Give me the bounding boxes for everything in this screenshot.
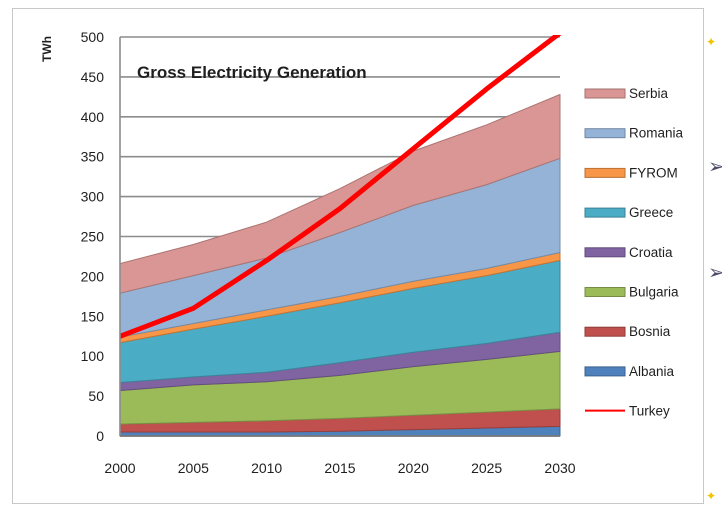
legend-label: Croatia bbox=[629, 245, 673, 260]
legend-label: Bosnia bbox=[629, 324, 671, 339]
legend-item-serbia: Serbia bbox=[584, 86, 669, 101]
legend-swatch bbox=[584, 128, 626, 139]
line-turkey bbox=[120, 35, 562, 339]
x-tick-label: 2020 bbox=[398, 460, 429, 476]
y-tick-label: 300 bbox=[81, 189, 105, 205]
legend-item-bosnia: Bosnia bbox=[584, 324, 671, 339]
legend-item-romania: Romania bbox=[584, 126, 684, 141]
arrow-bullet-icon: ➢ bbox=[708, 260, 722, 284]
legend-label: Romania bbox=[629, 126, 684, 141]
y-tick-label: 500 bbox=[81, 29, 105, 45]
legend-item-croatia: Croatia bbox=[584, 245, 673, 260]
legend-label: Turkey bbox=[629, 404, 670, 419]
legend-label: Serbia bbox=[629, 86, 669, 101]
legend-label: Albania bbox=[629, 364, 675, 379]
y-tick-label: 150 bbox=[81, 308, 105, 324]
y-tick-label: 100 bbox=[81, 348, 105, 364]
y-tick-label: 400 bbox=[81, 109, 105, 125]
x-tick-label: 2010 bbox=[251, 460, 282, 476]
legend-item-albania: Albania bbox=[584, 364, 675, 379]
legend-item-turkey: Turkey bbox=[585, 404, 670, 419]
area-serbia bbox=[119, 94, 561, 294]
arrow-bullet-icon: ➢ bbox=[708, 154, 722, 178]
sparkle-icon: ✦ bbox=[706, 489, 717, 503]
y-tick-label: 350 bbox=[81, 149, 105, 165]
y-axis-label: TWh bbox=[40, 36, 54, 62]
axes: 0 50 100 150 200 250 300 350 400 450 500 2000 2005 20… bbox=[81, 29, 576, 476]
y-tick-label: 250 bbox=[81, 229, 105, 245]
legend-swatch bbox=[584, 88, 626, 99]
legend-swatch bbox=[584, 287, 626, 297]
x-tick-label: 2005 bbox=[178, 460, 209, 476]
x-tick-label: 2015 bbox=[324, 460, 355, 476]
y-tick-label: 50 bbox=[88, 388, 104, 404]
x-tick-label: 2000 bbox=[104, 460, 135, 476]
chart-title: Gross Electricity Generation bbox=[137, 63, 367, 82]
y-tick-label: 200 bbox=[81, 268, 105, 284]
y-tick-label: 450 bbox=[81, 69, 105, 85]
legend-swatch bbox=[584, 167, 626, 178]
legend-item-fyrom: FYROM bbox=[584, 165, 678, 180]
legend-swatch bbox=[584, 326, 626, 337]
legend: Serbia Romania FYROM Greece Croatia Bulgaria B… bbox=[584, 86, 684, 419]
plot-area bbox=[119, 35, 562, 437]
legend-swatch bbox=[584, 366, 626, 377]
legend-item-bulgaria: Bulgaria bbox=[584, 285, 679, 300]
chart-frame: 0 50 100 150 200 250 300 350 400 450 500 2000 2005 20… bbox=[12, 8, 704, 504]
x-tick-label: 2030 bbox=[544, 460, 575, 476]
x-tick-label: 2025 bbox=[471, 460, 502, 476]
legend-label: FYROM bbox=[629, 165, 678, 180]
y-tick-label: 0 bbox=[96, 428, 104, 444]
legend-label: Greece bbox=[629, 205, 673, 220]
legend-item-greece: Greece bbox=[584, 205, 673, 220]
legend-label: Bulgaria bbox=[629, 285, 679, 300]
sparkle-icon: ✦ bbox=[706, 35, 717, 49]
area-chart: 0 50 100 150 200 250 300 350 400 450 500 2000 2005 20… bbox=[40, 29, 684, 476]
legend-swatch bbox=[584, 247, 626, 258]
legend-swatch bbox=[584, 207, 626, 218]
